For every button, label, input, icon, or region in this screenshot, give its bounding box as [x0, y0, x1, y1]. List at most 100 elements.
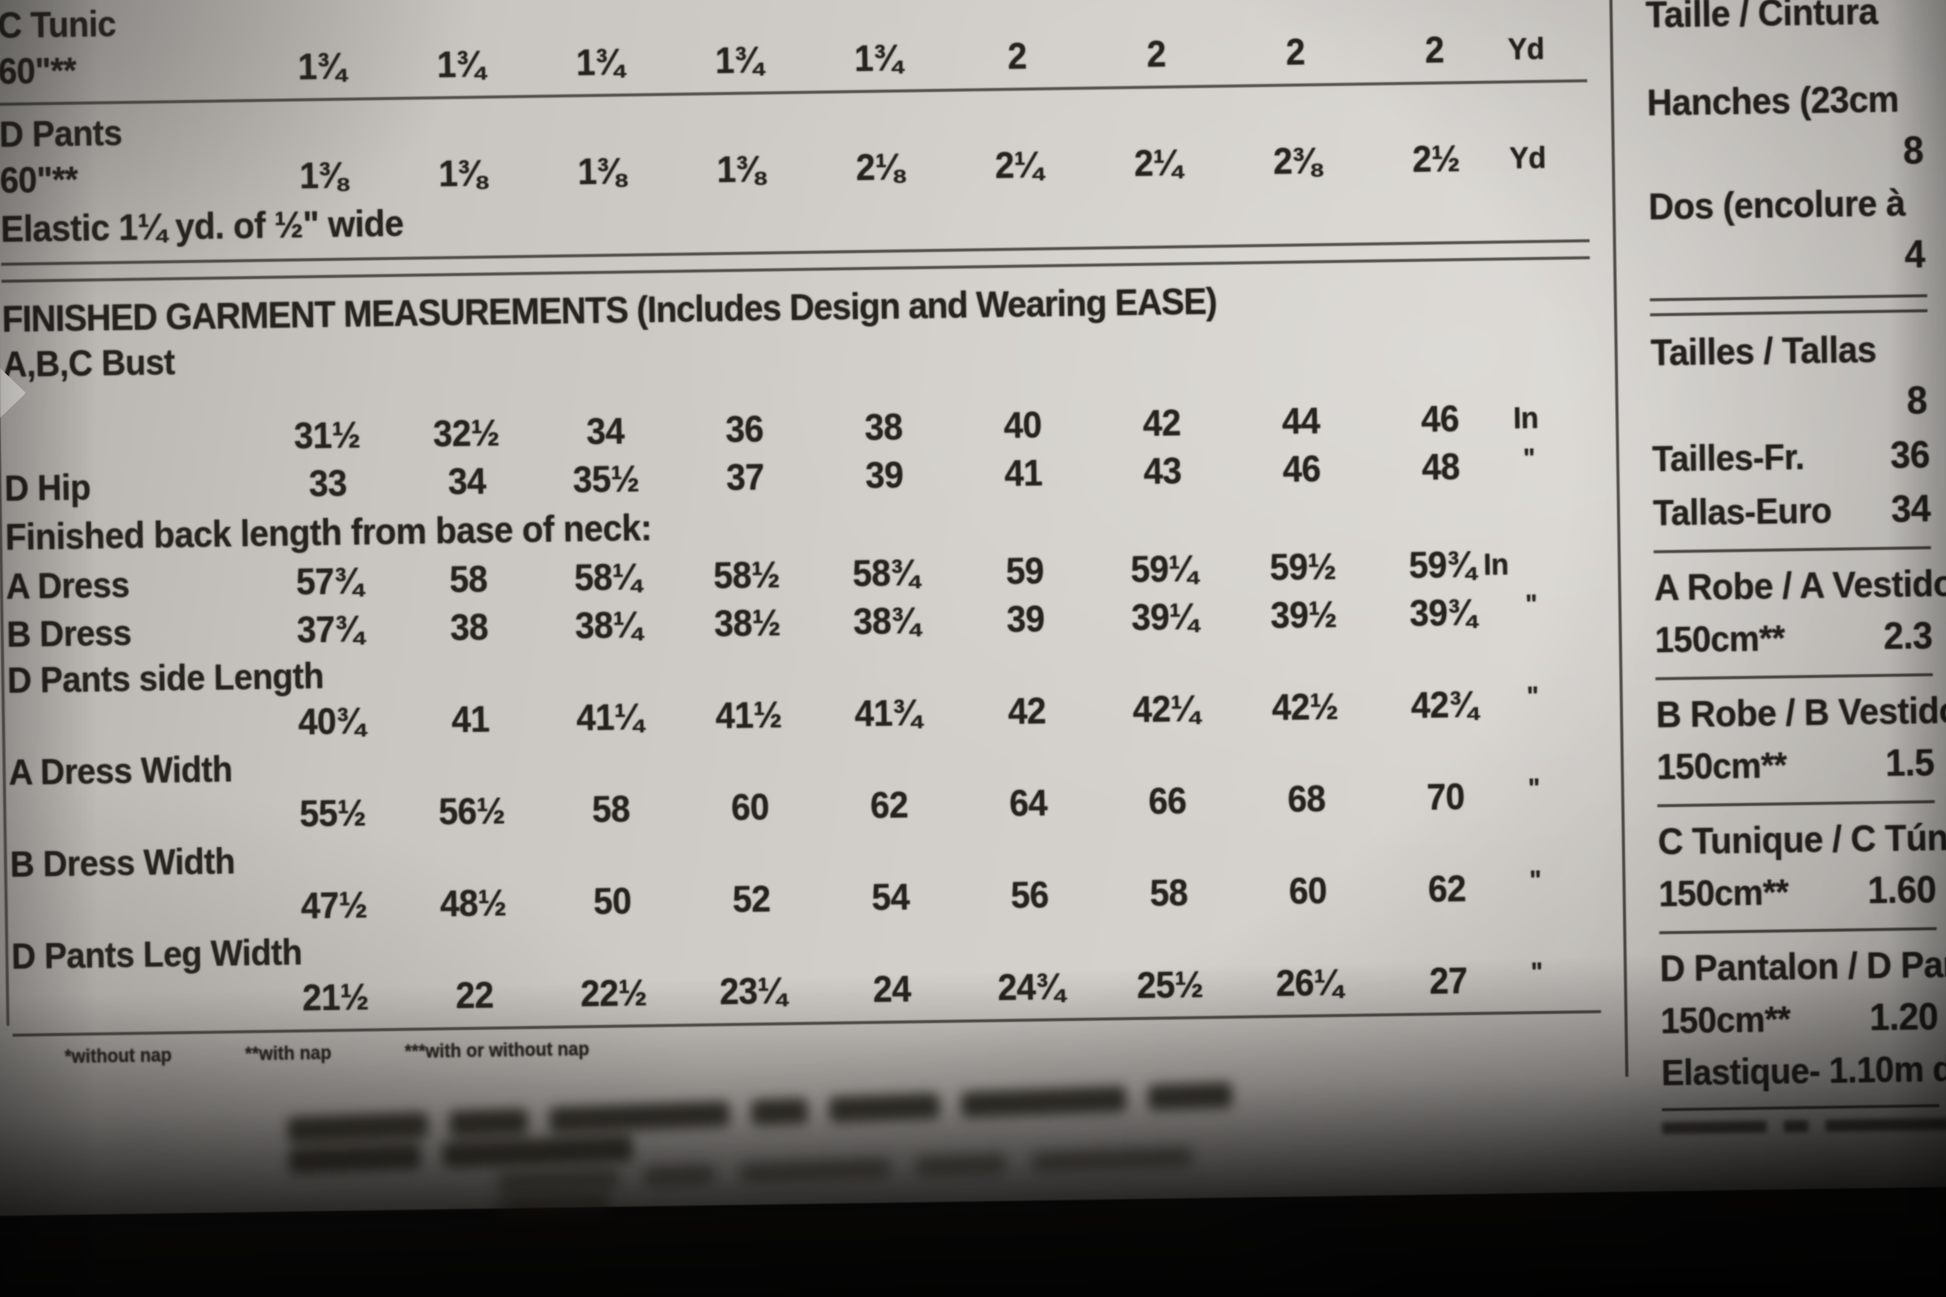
value-cell: 1⅜ [438, 152, 487, 195]
value-cell: 46 [1420, 398, 1460, 440]
panel-divider-line [1608, 0, 1629, 1077]
smudge-mark [1147, 1081, 1233, 1112]
value-cell: 39 [865, 454, 904, 496]
value-cell: 2½ [1412, 138, 1461, 180]
panel-pair-label: 150cm** [1658, 871, 1789, 915]
panel-size-number: 8 [1902, 129, 1924, 173]
value-cell: 57¾ [295, 560, 363, 603]
value-cell: 58 [591, 788, 631, 831]
value-cell: 40¾ [297, 700, 365, 743]
value-cell: 38¼ [574, 604, 642, 647]
rule-line [1655, 673, 1933, 681]
value-cell: 41¾ [854, 692, 922, 735]
smudge-mark [644, 1164, 715, 1188]
value-cell: 38 [449, 606, 489, 649]
value-cell: 1⅜ [577, 150, 626, 193]
value-cell: 54 [871, 876, 910, 918]
value-cell: 58¾ [852, 552, 920, 595]
value-cell: 2 [1146, 33, 1166, 75]
panel-heading: A Robe / A Vestido [1653, 562, 1946, 609]
smudge-mark [960, 1085, 1127, 1119]
panel-pair-label: 150cm** [1656, 744, 1787, 788]
panel-pair-row: 150cm** 1.5 [1656, 736, 1934, 794]
value-cell: 2⅛ [855, 146, 904, 189]
value-cell: 41 [1004, 452, 1043, 494]
rule-line [1659, 927, 1937, 935]
value-cell: 36 [725, 408, 764, 451]
value-cell: 39¾ [1409, 591, 1477, 634]
smudge-mark [499, 1193, 610, 1218]
value-cell: 40 [1003, 404, 1042, 446]
value-cell: 56½ [438, 790, 506, 833]
unit-cell: Yd [1507, 30, 1545, 67]
value-cell: 32½ [432, 412, 500, 455]
smudge-mark [750, 1097, 808, 1126]
smudge-mark [915, 1153, 1007, 1177]
value-cell: 2⅜ [1272, 140, 1321, 182]
row-label: D Hip [4, 466, 91, 509]
value-cell: 70 [1426, 776, 1465, 818]
unit-cell: " [1523, 443, 1536, 474]
rule-line [1650, 309, 1928, 317]
row-label: 60"** [0, 49, 77, 92]
value-cell: 44 [1281, 400, 1320, 442]
row-label [9, 791, 263, 843]
smudge-mark [442, 1135, 634, 1169]
panel-pair-row: 150cm** 1.60 [1658, 863, 1936, 921]
value-cell: 42½ [1271, 685, 1339, 728]
value-cell: 60 [730, 786, 770, 829]
value-cell: 58 [449, 558, 488, 601]
yardage-and-measurements-table: C Tunic 60"** 1¾ 1¾ 1¾ 1¾ 1¾ 2 2 2 2 Yd D Pants 60"**… [0, 0, 1602, 1074]
value-cell: 38½ [713, 602, 781, 645]
value-cell: 1¾ [854, 37, 903, 80]
panel-pair-row: Tailles-Fr. 36 [1652, 428, 1930, 486]
smudge-mark [740, 1157, 891, 1184]
unit-cell: " [1526, 681, 1539, 712]
panel-pair-value: 1.60 [1867, 869, 1937, 913]
row-label [8, 699, 262, 751]
rule-double [1649, 294, 1928, 317]
value-cell: 60 [1288, 870, 1327, 912]
smudge-mark [498, 1168, 619, 1193]
value-cell: 1¾ [297, 45, 346, 88]
panel-pair-value: 36 [1890, 434, 1930, 477]
value-cell: 42¼ [1132, 688, 1200, 731]
panel-pair-label: Tailles-Fr. [1651, 436, 1805, 480]
unit-cell: Yd [1509, 139, 1546, 176]
row-label [3, 413, 257, 465]
panel-size-number: 4 [1904, 233, 1926, 277]
panel-pair-label: 150cm** [1654, 617, 1785, 661]
row-label: 60"** [0, 158, 78, 201]
value-cell: 48½ [439, 882, 507, 925]
panel-heading: Tailles / Tallas [1650, 328, 1877, 374]
value-cell: 64 [1009, 782, 1048, 824]
panel-heading: B Robe / B Vestido [1655, 689, 1946, 736]
value-cell: 59 [1005, 550, 1044, 592]
value-cell: 56 [1010, 874, 1049, 916]
smudge-mark [288, 1143, 422, 1175]
value-cell: 48 [1421, 446, 1460, 488]
unit-cell: " [1527, 773, 1540, 804]
value-cell: 37 [725, 456, 765, 499]
rule-line [1653, 546, 1931, 554]
value-cell: 66 [1148, 780, 1187, 822]
value-cell: 50 [593, 880, 632, 923]
row-label: B Dress [6, 611, 132, 655]
panel-heading: C Tunique / C Túnica [1657, 816, 1946, 863]
value-cell: 2 [1007, 35, 1027, 77]
value-cell: 2¼ [994, 144, 1043, 187]
rule-line [1649, 294, 1928, 302]
value-cell: 1⅜ [716, 148, 765, 191]
value-cell: 39½ [1270, 594, 1338, 636]
row-label [10, 883, 264, 935]
value-cell: 1¾ [436, 43, 485, 86]
value-cell: 43 [1143, 450, 1182, 492]
panel-heading: Dos (encolure à [1648, 182, 1906, 228]
smudge-mark [287, 1112, 429, 1144]
panel-pair-value: 2.3 [1883, 615, 1933, 658]
value-cell: 62 [869, 784, 909, 826]
value-cell: 39 [1006, 598, 1045, 640]
value-cell: 38 [864, 406, 903, 448]
